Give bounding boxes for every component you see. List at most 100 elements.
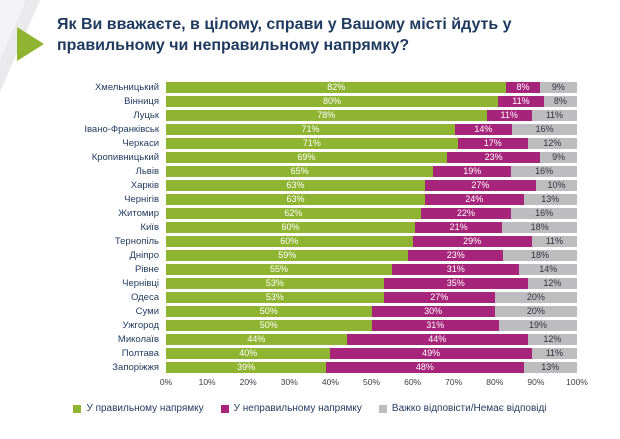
category-label: Кропивницький [91,151,159,163]
bar-segment: 63% [166,193,425,205]
category-label: Одеса [130,291,159,303]
bar-segment: 10% [535,179,577,191]
bar-value-label: 65% [290,166,309,176]
bar-track: 62% 22% 16% [166,207,577,219]
bar-track: 65% 19% 16% [166,165,578,177]
bar-segment: 16% [511,123,577,135]
bar-value-label: 11% [545,348,564,358]
bar-value-label: 35% [446,278,465,288]
bar-track: 80% 11% 8% [166,95,578,107]
bar-value-label: 17% [483,138,502,148]
bar-value-label: 9% [551,82,565,92]
bar-segment: 13% [523,193,578,205]
category-label: Полтава [121,347,159,359]
chart-row: Харків 63% 27% 10% [0,178,620,192]
bar-segment: 11% [531,347,577,359]
bar-value-label: 21% [449,222,468,232]
bar-track: 69% 23% 9% [166,151,577,163]
bar-segment: 12% [527,137,577,149]
bar-segment: 11% [531,109,577,121]
bar-value-label: 40% [239,348,258,358]
bar-value-label: 8% [516,82,530,92]
bar-segment: 9% [540,151,577,163]
bar-segment: 48% [326,361,524,373]
category-label: Рівне [134,263,159,275]
bar-segment: 55% [166,263,393,275]
bar-value-label: 10% [547,180,566,190]
bar-value-label: 55% [270,264,289,274]
bar-value-label: 11% [545,110,564,120]
bar-segment: 82% [166,81,507,93]
legend-label: У неправильному напрямку [233,403,362,414]
bar-track: 60% 21% 18% [166,221,578,233]
bar-segment: 19% [433,165,512,177]
bar-value-label: 59% [278,250,297,260]
legend-swatch-icon [73,404,82,413]
bar-value-label: 44% [247,334,266,344]
bar-segment: 31% [371,319,499,331]
bar-segment: 40% [166,347,331,359]
chart-row: Львів 65% 19% 16% [0,164,620,178]
bar-segment: 50% [166,305,372,317]
bar-value-label: 8% [553,96,567,106]
bar-segment: 62% [166,207,421,219]
bar-value-label: 11% [512,96,530,106]
bar-segment: 13% [523,361,578,373]
bar-segment: 29% [412,235,532,247]
x-axis-tick-label: 0% [159,377,173,387]
chart-row: Київ 60% 21% 18% [0,220,620,234]
bar-segment: 53% [166,291,384,303]
bar-segment: 24% [424,193,524,205]
legend: У правильному напрямку У неправильному на… [0,403,620,414]
bar-value-label: 9% [552,152,566,162]
category-label: Луцьк [133,109,159,121]
bar-value-label: 60% [280,236,299,246]
bar-segment: 12% [527,333,577,345]
bar-segment: 60% [166,221,416,233]
bar-value-label: 39% [237,362,256,372]
bar-segment: 20% [494,291,577,303]
chart-row: Рівне 55% 31% 14% [0,262,620,276]
legend-label: Важко відповісти/Немає відповіді [391,403,547,414]
category-label: Дніпро [129,249,159,261]
bar-segment: 16% [511,207,577,219]
bar-segment: 59% [166,249,409,261]
bar-value-label: 13% [541,362,560,372]
bar-value-label: 20% [526,292,545,302]
bar-value-label: 23% [446,250,465,260]
bar-value-label: 48% [415,362,434,372]
chart-row: Житомир 62% 22% 16% [0,206,620,220]
bar-value-label: 19% [463,166,482,176]
bar-segment: 49% [330,347,532,359]
legend-item: У неправильному напрямку [220,403,362,414]
bar-value-label: 71% [302,138,321,148]
bar-track: 63% 24% 13% [166,193,578,205]
bar-value-label: 50% [259,320,278,330]
bar-segment: 17% [457,137,528,149]
bar-track: 63% 27% 10% [166,179,577,191]
bar-segment: 35% [383,277,528,289]
x-axis-tick-label: 50% [362,377,381,387]
bar-value-label: 50% [259,306,278,316]
bar-segment: 9% [539,81,577,93]
bar-segment: 16% [511,165,578,177]
bar-value-label: 63% [286,180,305,190]
bar-value-label: 22% [457,208,476,218]
bar-track: 40% 49% 11% [166,347,577,359]
bar-track: 71% 17% 12% [166,137,577,149]
bar-segment: 71% [166,137,458,149]
chart-row: Івано-Франківськ 71% 14% 16% [0,122,620,136]
bar-value-label: 31% [426,320,445,330]
bar-segment: 11% [498,95,544,107]
bar-segment: 78% [166,109,487,121]
bar-segment: 18% [502,221,578,233]
bar-value-label: 18% [531,250,550,260]
bar-track: 53% 27% 20% [166,291,577,303]
bar-segment: 19% [498,319,577,331]
category-label: Київ [140,221,159,233]
chart-row: Запоріжжя 39% 48% 13% [0,360,620,374]
bar-track: 60% 29% 11% [166,235,577,247]
category-label: Суми [135,305,159,317]
bar-track: 53% 35% 12% [166,277,577,289]
